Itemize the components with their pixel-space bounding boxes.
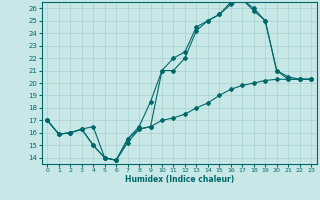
X-axis label: Humidex (Indice chaleur): Humidex (Indice chaleur) [124, 175, 234, 184]
